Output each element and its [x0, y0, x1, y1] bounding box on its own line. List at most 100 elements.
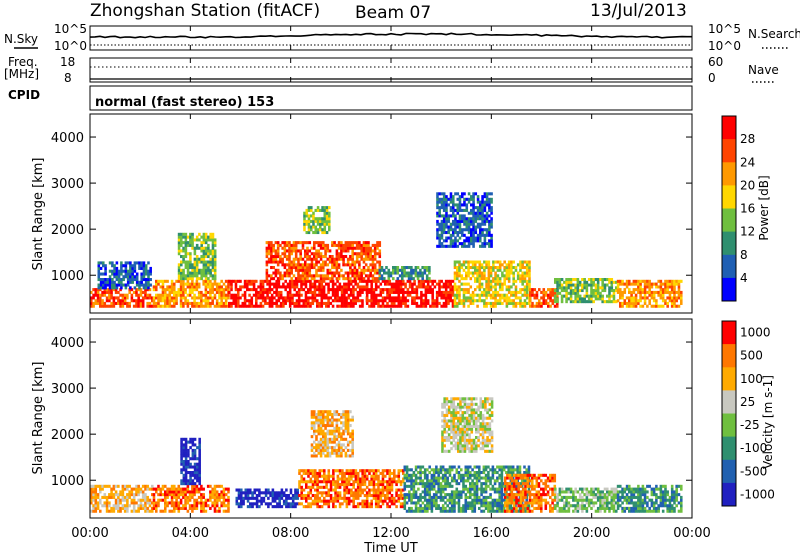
data-cell	[166, 487, 169, 491]
data-cell	[345, 469, 349, 473]
data-cell	[193, 249, 197, 253]
data-cell	[403, 484, 407, 488]
data-cell	[407, 271, 411, 275]
data-cell	[317, 255, 321, 259]
data-cell	[411, 285, 414, 289]
data-cell	[175, 490, 178, 494]
data-cell	[470, 233, 473, 237]
data-cell	[135, 278, 139, 282]
data-cell	[249, 491, 252, 495]
data-cell	[356, 485, 360, 489]
data-cell	[478, 299, 482, 303]
data-cell	[440, 285, 443, 289]
data-cell	[224, 288, 228, 292]
data-cell	[556, 283, 559, 287]
data-cell	[186, 243, 190, 247]
data-cell	[465, 260, 468, 264]
data-cell	[316, 301, 319, 305]
data-cell	[209, 296, 212, 300]
data-cell	[474, 231, 478, 235]
data-cell	[180, 460, 183, 464]
data-cell	[574, 283, 577, 287]
data-cell	[184, 501, 187, 505]
data-cell	[191, 271, 194, 275]
data-cell	[341, 469, 344, 473]
data-cell	[105, 504, 109, 508]
data-cell	[111, 283, 114, 287]
data-cell	[601, 300, 604, 304]
data-cell	[458, 242, 462, 246]
data-cell	[423, 271, 427, 275]
data-cell	[114, 296, 118, 300]
data-cell	[351, 432, 354, 436]
data-cell	[345, 505, 349, 509]
data-cell	[379, 499, 383, 503]
data-cell	[307, 296, 310, 300]
data-cell	[211, 504, 214, 508]
data-cell	[424, 288, 428, 292]
data-cell	[130, 493, 134, 497]
data-cell	[581, 297, 584, 301]
data-cell	[319, 426, 323, 430]
data-cell	[170, 493, 174, 497]
data-cell	[421, 495, 425, 499]
data-cell	[370, 474, 373, 478]
data-cell	[186, 268, 190, 272]
data-cell	[384, 299, 387, 303]
data-cell	[417, 282, 421, 286]
data-cell	[431, 282, 434, 286]
data-cell	[438, 282, 441, 286]
data-cell	[531, 290, 534, 294]
data-cell	[365, 469, 369, 473]
data-cell	[354, 494, 358, 498]
data-cell	[301, 246, 305, 250]
data-cell	[313, 252, 316, 256]
data-cell	[234, 299, 238, 303]
data-cell	[311, 290, 315, 294]
data-cell	[386, 290, 389, 294]
data-cell	[318, 485, 322, 489]
data-cell	[490, 206, 493, 210]
data-cell	[237, 290, 240, 294]
data-cell	[182, 290, 185, 294]
data-cell	[415, 301, 419, 305]
data-cell	[372, 485, 376, 489]
data-cell	[173, 282, 176, 286]
data-cell	[331, 266, 334, 270]
data-cell	[388, 483, 392, 487]
data-cell	[346, 418, 350, 422]
data-cell	[343, 499, 346, 503]
data-cell	[218, 493, 221, 497]
data-cell	[323, 211, 327, 215]
data-cell	[218, 290, 221, 294]
data-cell	[436, 231, 439, 235]
data-cell	[320, 299, 324, 303]
data-cell	[110, 293, 113, 297]
data-cell	[331, 274, 334, 278]
data-cell	[294, 266, 298, 270]
data-cell	[220, 504, 223, 508]
data-cell	[243, 285, 247, 289]
data-cell	[438, 233, 441, 237]
data-cell	[456, 222, 460, 226]
data-cell	[331, 413, 334, 417]
data-cell	[142, 283, 146, 287]
data-cell	[445, 225, 448, 229]
data-cell	[481, 200, 484, 204]
data-cell	[327, 494, 331, 498]
data-cell	[431, 304, 434, 308]
data-cell	[309, 304, 312, 308]
data-cell	[425, 268, 429, 272]
data-cell	[282, 494, 286, 498]
data-cell	[305, 494, 308, 498]
data-cell	[200, 271, 203, 275]
data-cell	[334, 293, 337, 297]
data-cell	[164, 290, 167, 294]
data-cell	[255, 496, 259, 500]
data-cell	[318, 290, 321, 294]
data-cell	[323, 477, 326, 481]
data-cell	[442, 285, 446, 289]
data-cell	[123, 504, 127, 508]
data-cell	[364, 246, 368, 250]
data-cell	[294, 268, 298, 272]
